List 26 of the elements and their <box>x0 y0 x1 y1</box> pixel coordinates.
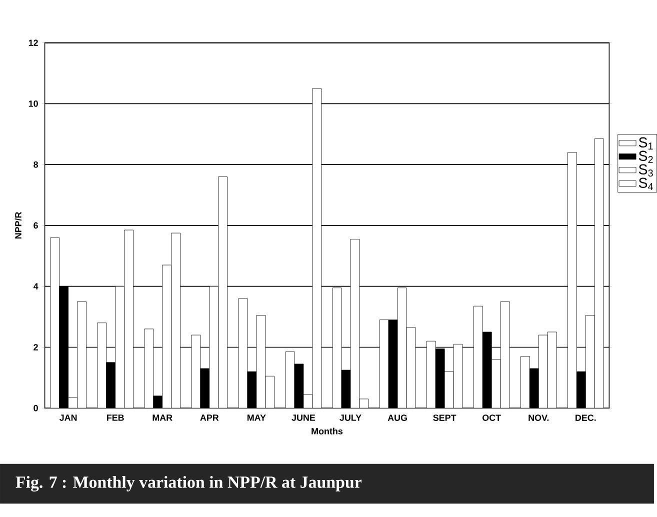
legend-label: S$_{4}$ <box>638 178 654 190</box>
text: Fig. 7 : Monthly variation in NPP/R at Jaunpur <box>16 476 362 492</box>
y-tick-label: 8 <box>34 162 38 168</box>
x-tick-label: APR <box>200 414 219 421</box>
x-axis-title: Months <box>312 428 343 435</box>
x-tick-label: MAY <box>247 414 266 421</box>
y-tick-label: 6 <box>34 222 38 229</box>
x-tick-label: NOV. <box>528 414 549 422</box>
y-tick-label: 12 <box>28 40 38 46</box>
legend-label: S$_{1}$ <box>638 138 653 150</box>
x-tick-label: JULY <box>340 414 362 422</box>
x-tick-label: MAR <box>152 414 172 421</box>
x-tick-label: AUG <box>388 414 407 422</box>
x-tick-label: FEB <box>106 414 124 421</box>
legend-label: S$_{2}$ <box>638 151 653 164</box>
x-tick-label: JUNE <box>292 414 316 422</box>
legend-label: S$_{3}$ <box>638 164 653 177</box>
y-tick-label: 10 <box>28 100 38 108</box>
x-tick-label: OCT <box>482 414 501 422</box>
y-tick-label: 2 <box>34 344 38 351</box>
x-tick-label: SEPT <box>433 414 456 422</box>
y-axis-title: NPP/R <box>14 212 22 239</box>
x-tick-label: JAN <box>59 414 77 422</box>
y-tick-label: 4 <box>33 283 38 290</box>
y-tick-label: 0 <box>34 405 38 412</box>
x-tick-label: DEC. <box>576 414 596 422</box>
